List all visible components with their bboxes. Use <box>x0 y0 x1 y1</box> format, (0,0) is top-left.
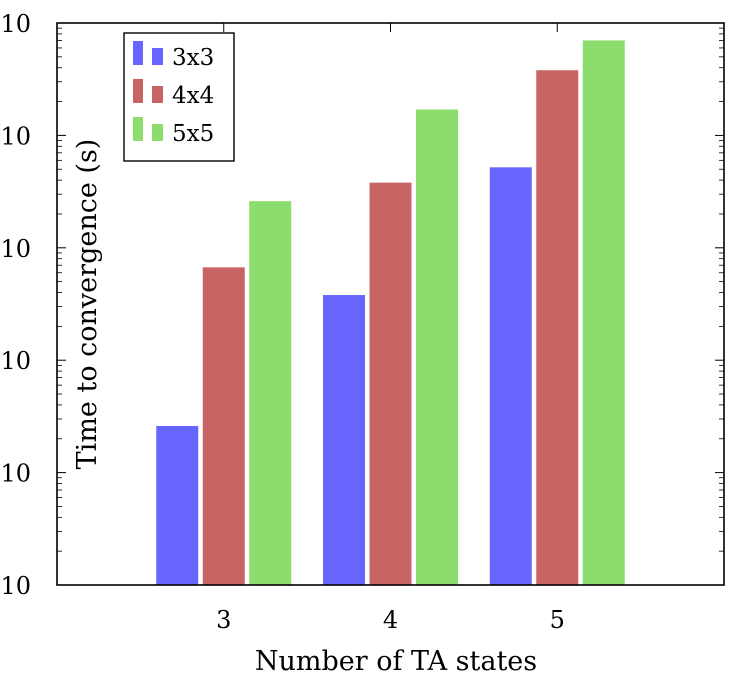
x-axis-label: Number of TA states <box>255 646 537 677</box>
plot-frame <box>56 22 725 586</box>
legend-swatch-5x5 <box>133 117 143 141</box>
y-tick-label: 10 <box>0 572 31 600</box>
legend: 3x3 4x4 5x5 <box>123 32 235 162</box>
bar-4x4-5 <box>536 70 579 586</box>
legend-label-3x3: 3x3 <box>172 45 214 71</box>
bar-4x4-4 <box>369 182 412 585</box>
y-tick-label: 10 <box>0 235 31 263</box>
legend-marker-5x5 <box>152 124 163 141</box>
bars <box>156 40 625 586</box>
x-tick-label: 5 <box>550 606 565 634</box>
legend-swatch-4x4 <box>133 79 143 103</box>
y-tick-label: 10 <box>0 347 31 375</box>
y-tick-label: 10 <box>0 460 31 488</box>
y-tick-labels: 100101102103104105 <box>0 10 31 600</box>
y-tick-label: 10 <box>0 122 31 150</box>
bar-4x4-3 <box>202 267 245 585</box>
bar-5x5-4 <box>416 109 458 585</box>
legend-label-5x5: 5x5 <box>172 121 214 147</box>
y-tick-label: 10 <box>0 10 31 38</box>
bar-3x3-4 <box>323 295 365 585</box>
y-axis-label: Time to convergence (s) <box>72 139 103 470</box>
legend-swatch-3x3 <box>133 41 143 65</box>
x-tick-label: 3 <box>216 606 231 634</box>
legend-label-4x4: 4x4 <box>172 83 214 109</box>
x-tick-label: 4 <box>383 606 398 634</box>
legend-marker-4x4 <box>152 86 163 103</box>
legend-marker-3x3 <box>152 48 163 65</box>
minor-ticks <box>57 27 724 552</box>
bar-5x5-5 <box>582 40 625 585</box>
x-tick-labels: 3 4 5 <box>216 606 565 634</box>
bar-5x5-3 <box>249 201 292 586</box>
bar-3x3-5 <box>489 167 532 585</box>
bar-3x3-3 <box>156 425 199 585</box>
